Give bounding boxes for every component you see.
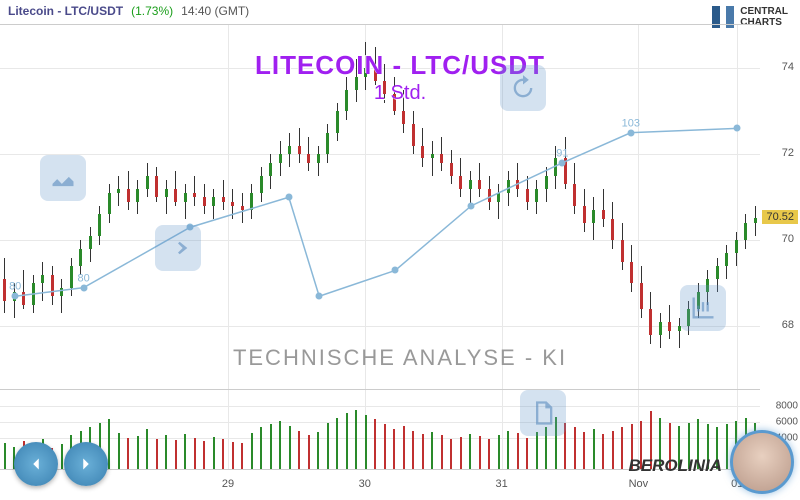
x-tick: 30 — [359, 478, 371, 490]
instrument-name: Litecoin - LTC/USDT — [8, 4, 123, 18]
x-tick: 31 — [495, 478, 507, 490]
berolinia-label: BEROLINIA — [629, 456, 723, 476]
watermark-doc-icon — [520, 390, 566, 436]
pct-change: (1.73%) — [131, 4, 173, 18]
y-tick: 70 — [782, 233, 794, 245]
nav-next-button[interactable] — [64, 442, 108, 486]
watermark-arrow-icon — [155, 225, 201, 271]
watermark-chart-icon — [680, 285, 726, 331]
y-tick: 68 — [782, 319, 794, 331]
watermark-refresh-icon — [500, 65, 546, 111]
avatar[interactable] — [730, 430, 794, 494]
analysis-label: TECHNISCHE ANALYSE - KI — [233, 345, 567, 371]
y-tick: 74 — [782, 61, 794, 73]
nav-prev-button[interactable] — [14, 442, 58, 486]
y-tick: 72 — [782, 147, 794, 159]
volume-y-tick: 6000 — [776, 417, 798, 428]
price-y-axis: 68 70 72 74 70.52 — [760, 24, 800, 390]
current-price-tag: 70.52 — [762, 210, 798, 224]
volume-y-tick: 8000 — [776, 401, 798, 412]
watermark-icon — [40, 155, 86, 201]
chart-subtitle: 1 Std. — [374, 82, 426, 105]
timestamp: 14:40 (GMT) — [181, 4, 249, 18]
x-tick: 29 — [222, 478, 234, 490]
x-tick: Nov — [629, 478, 649, 490]
chart-header: Litecoin - LTC/USDT (1.73%) 14:40 (GMT) — [0, 0, 800, 22]
